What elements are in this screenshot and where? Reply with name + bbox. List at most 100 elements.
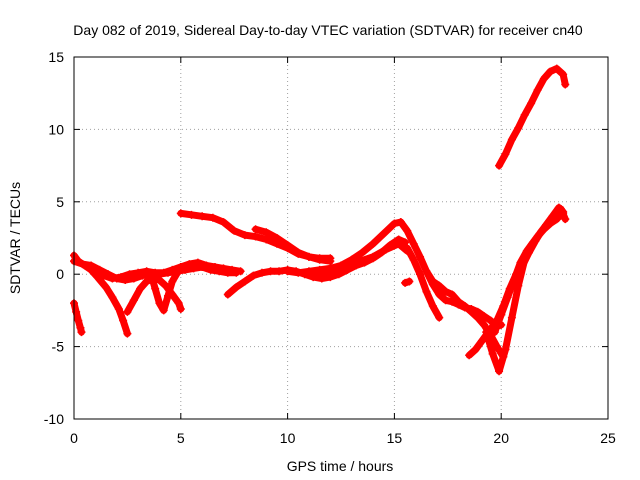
data-point (134, 268, 143, 277)
data-point (208, 213, 217, 222)
data-point (232, 283, 241, 292)
series-track-h (251, 225, 335, 266)
data-point (251, 232, 260, 241)
data-point (559, 70, 568, 79)
data-point (198, 212, 207, 221)
data-point (176, 304, 185, 313)
data-point (219, 264, 228, 273)
data-point (435, 281, 444, 290)
data-point (136, 284, 145, 293)
data-point (501, 150, 510, 159)
data-point (416, 270, 425, 279)
data-point (358, 248, 367, 257)
data-point (146, 270, 155, 279)
data-point (262, 235, 271, 244)
data-point (163, 291, 172, 300)
data-point (172, 270, 181, 279)
data-point (550, 212, 559, 221)
data-point (465, 351, 474, 360)
y-tick-label: 15 (48, 49, 64, 65)
data-point (168, 277, 177, 286)
data-point (514, 281, 523, 290)
data-point (202, 261, 211, 270)
x-tick-label: 0 (70, 430, 78, 446)
data-point (422, 267, 431, 276)
data-point (108, 274, 117, 283)
data-point (317, 268, 326, 277)
data-point (230, 226, 239, 235)
data-point (78, 260, 87, 269)
data-point (159, 268, 168, 277)
data-point (159, 306, 168, 315)
data-point (505, 284, 514, 293)
y-tick-labels: -10 -5 0 5 10 15 (44, 49, 64, 427)
data-point (228, 265, 237, 274)
data-point (403, 244, 412, 253)
data-point (91, 268, 100, 277)
data-point (176, 209, 185, 218)
data-point (87, 261, 96, 270)
data-point (272, 234, 281, 242)
data-point (403, 226, 412, 235)
data-point (490, 328, 499, 337)
data-point (251, 225, 260, 234)
x-tick-labels: 0 5 10 15 20 25 (70, 430, 616, 446)
data-point (409, 255, 418, 264)
data-point (518, 261, 527, 270)
data-point (416, 252, 425, 261)
data-point (119, 316, 128, 325)
data-point (537, 226, 546, 235)
data-point (151, 284, 160, 293)
data-point (471, 345, 480, 354)
series-track-m (403, 244, 444, 322)
data-point (155, 275, 164, 284)
series-track-s (492, 205, 570, 325)
data-point (441, 287, 450, 296)
data-point (257, 268, 266, 277)
series-trace (403, 244, 443, 322)
series-trace (491, 204, 567, 336)
data-point (236, 267, 245, 276)
y-tick-label: -5 (52, 339, 65, 355)
series-track-q (482, 207, 568, 376)
data-point (473, 313, 482, 322)
data-point (557, 205, 566, 214)
data-point (356, 257, 365, 266)
y-axis-label: SDTVAR / TECUs (7, 182, 23, 294)
plot-frame (73, 56, 609, 420)
series-trace (495, 65, 569, 170)
data-point (77, 328, 86, 337)
y-tick-label: -10 (44, 411, 64, 427)
data-point (428, 277, 437, 286)
data-point (512, 270, 521, 279)
data-point (396, 218, 405, 227)
data-point (187, 210, 196, 219)
data-point (422, 287, 431, 296)
series-track-l (396, 218, 506, 331)
data-point (390, 219, 399, 228)
data-point (546, 67, 555, 76)
data-points (70, 64, 570, 376)
data-point (116, 273, 125, 282)
data-point (210, 262, 219, 271)
data-point (283, 267, 292, 276)
data-point (379, 229, 388, 238)
data-point (125, 270, 134, 279)
data-point (480, 312, 489, 321)
x-tick-label: 25 (600, 430, 616, 446)
data-point (544, 220, 553, 229)
data-point (330, 265, 339, 274)
data-point (155, 299, 164, 308)
data-point (435, 290, 444, 299)
data-point (394, 239, 403, 248)
data-point (326, 257, 335, 266)
data-point (99, 271, 108, 280)
x-tick-label: 5 (177, 430, 185, 446)
x-tick-label: 10 (280, 430, 296, 446)
data-point (76, 323, 85, 332)
data-point (492, 342, 501, 351)
data-point (185, 260, 194, 269)
series-track-a (70, 299, 86, 337)
data-point (369, 239, 378, 248)
